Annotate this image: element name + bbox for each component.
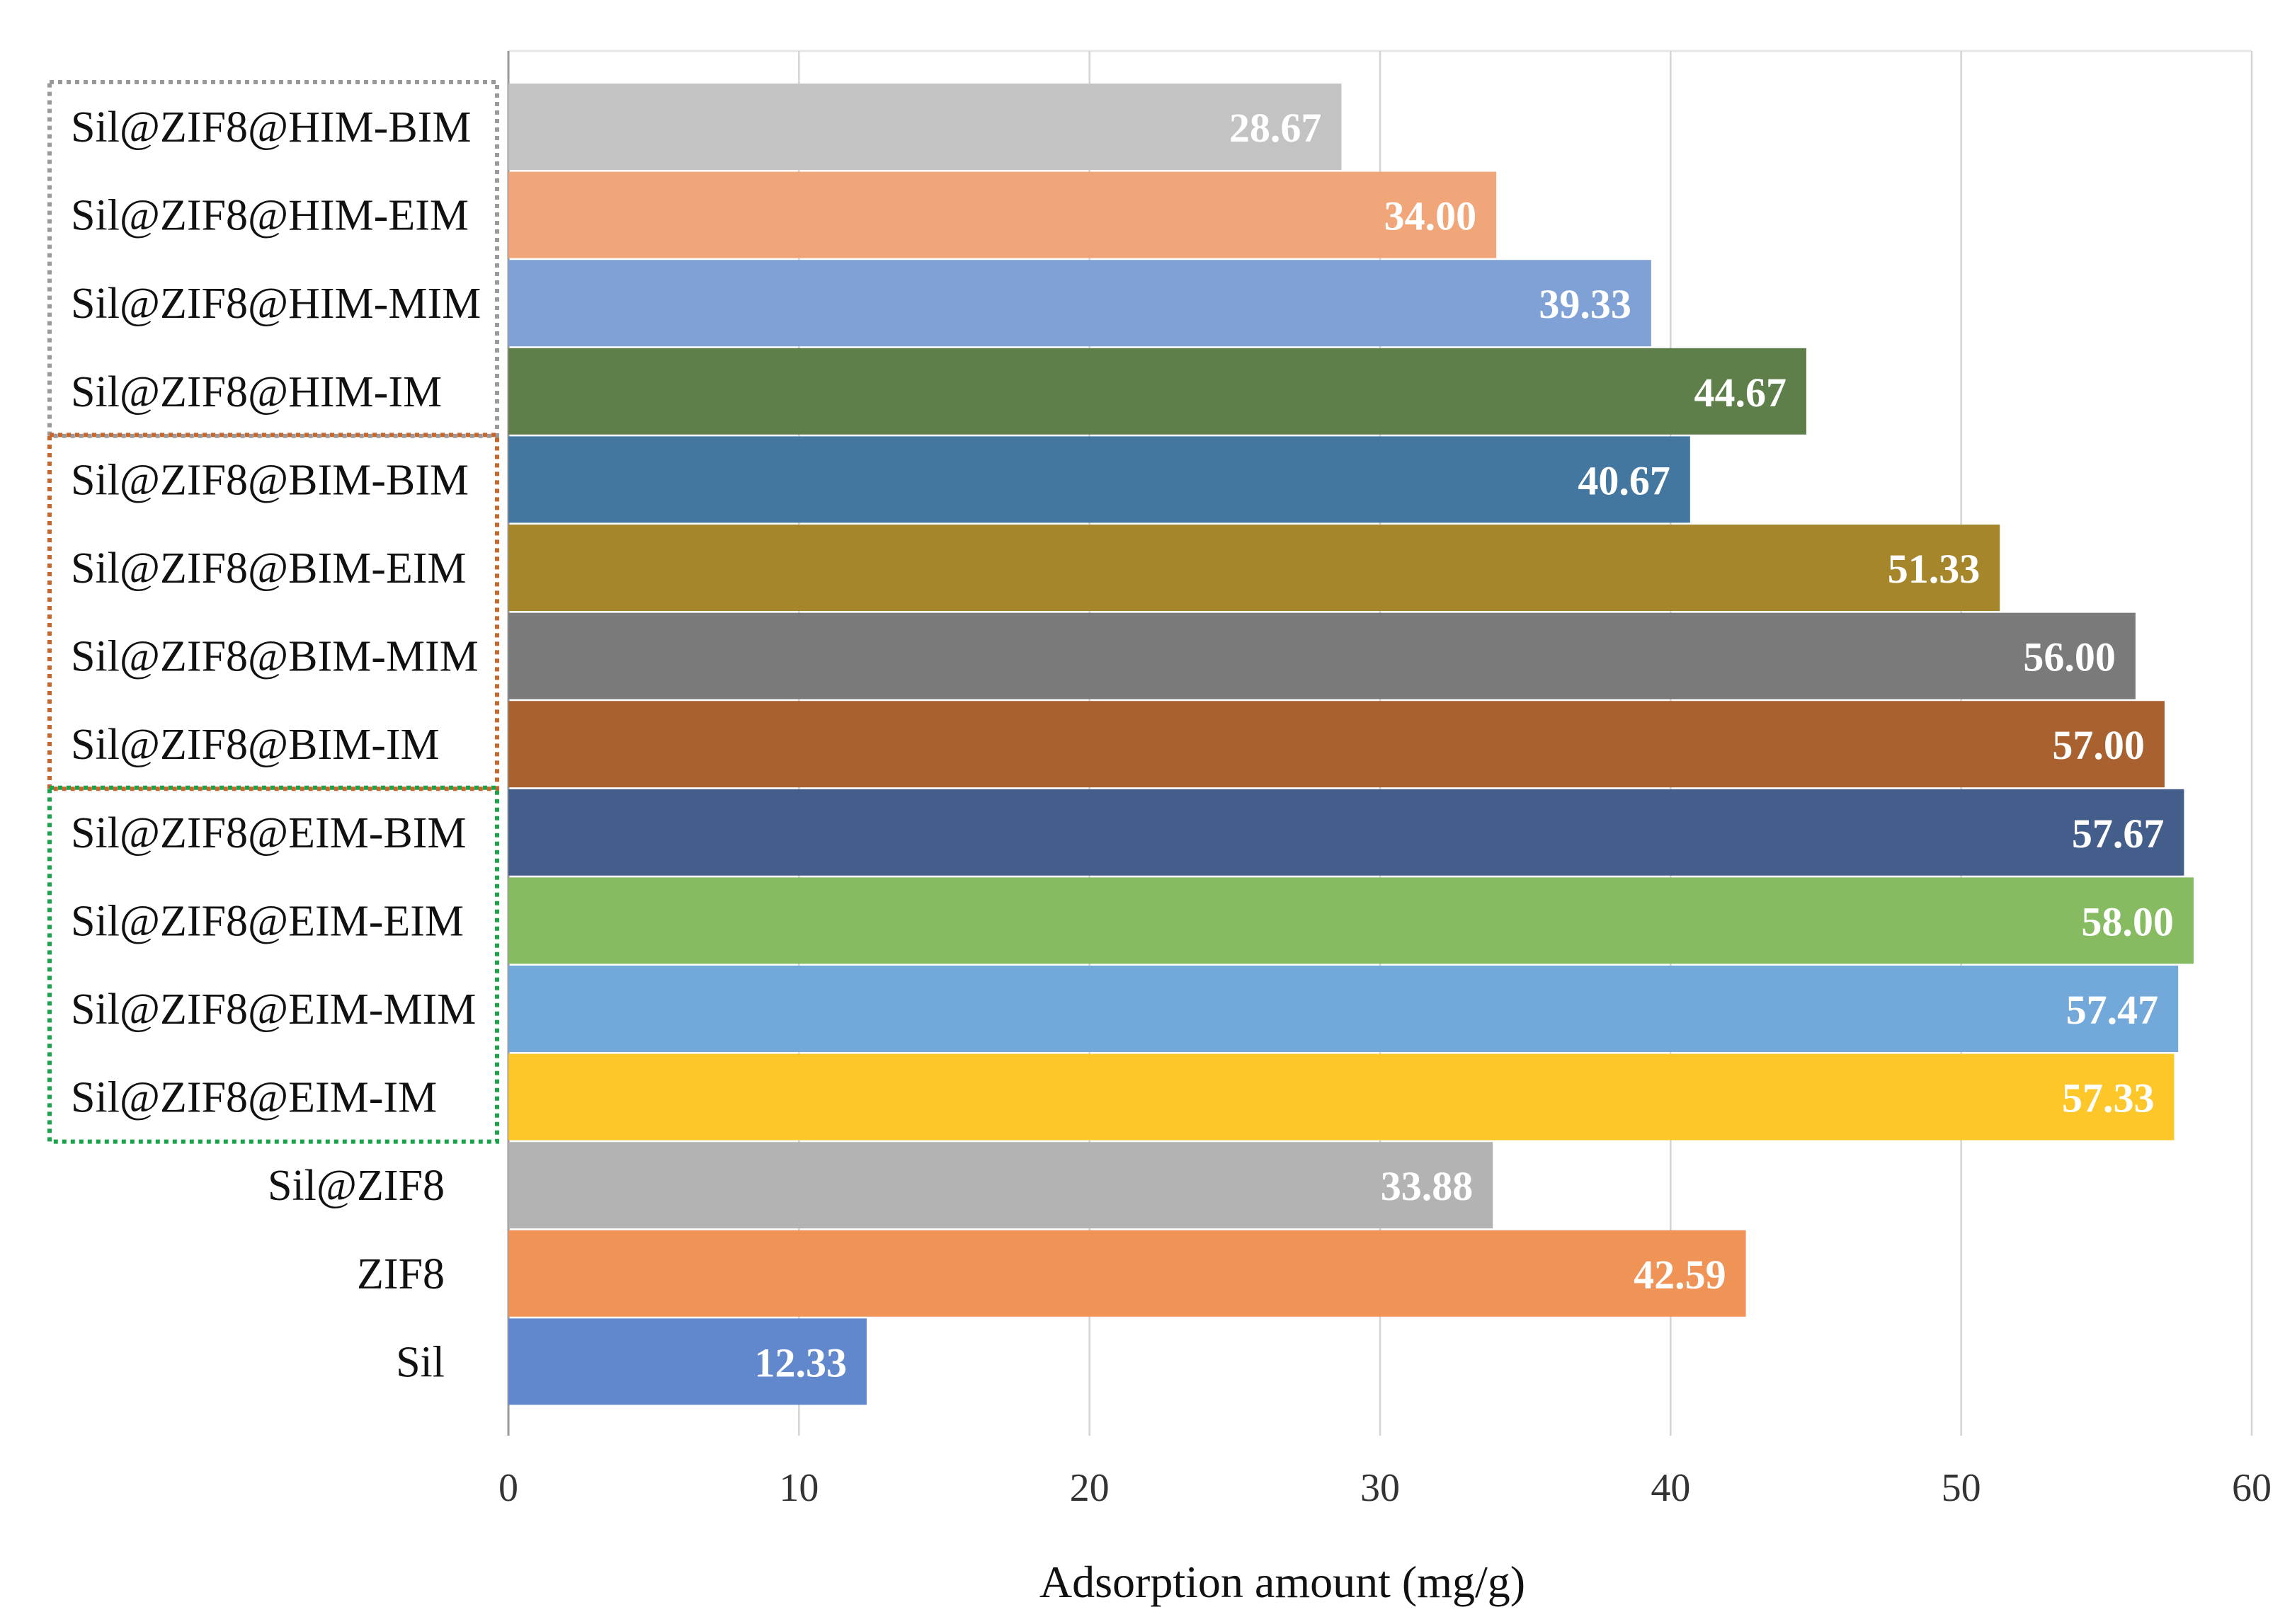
group-boxes	[47, 80, 499, 1144]
x-tick-label: 0	[498, 1466, 518, 1510]
x-tick-label: 60	[2232, 1466, 2272, 1510]
bar	[508, 877, 2194, 964]
bar	[508, 171, 1497, 258]
bar	[508, 966, 2179, 1052]
x-tick-label: 30	[1360, 1466, 1400, 1510]
category-label: Sil@ZIF8@HIM-IM	[71, 368, 442, 416]
data-label: 51.33	[1888, 546, 1981, 592]
data-label: 57.00	[2052, 722, 2145, 768]
x-tick-label: 50	[1942, 1466, 1981, 1510]
data-label: 34.00	[1384, 193, 1477, 239]
data-label: 58.00	[2081, 898, 2174, 944]
data-label: 57.67	[2072, 811, 2165, 857]
category-labels: Sil@ZIF8@HIM-BIM Sil@ZIF8@HIM-EIM Sil@ZIF8…	[71, 103, 481, 1386]
bar	[508, 1053, 2175, 1140]
category-label: Sil@ZIF8@HIM-EIM	[71, 192, 469, 240]
category-label: Sil@ZIF8@HIM-MIM	[71, 280, 481, 328]
data-label: 42.59	[1634, 1252, 1726, 1298]
bar	[508, 84, 1342, 170]
x-tick-label: 10	[779, 1466, 819, 1510]
data-labels: 28.67 34.00 39.33 44.67 40.67 51.33 56.00 57.00…	[754, 105, 2173, 1385]
bar	[508, 1230, 1746, 1317]
data-label: 57.47	[2066, 987, 2159, 1033]
bars	[508, 84, 2194, 1405]
data-label: 44.67	[1694, 370, 1787, 416]
category-label: Sil	[396, 1338, 445, 1386]
bar	[508, 1318, 867, 1405]
category-label: Sil@ZIF8@EIM-MIM	[71, 985, 476, 1034]
group-box	[47, 785, 499, 1144]
category-label: Sil@ZIF8@EIM-BIM	[71, 809, 467, 857]
bar	[508, 789, 2184, 876]
data-label: 12.33	[754, 1339, 847, 1385]
data-label: 56.00	[2023, 634, 2116, 680]
bar	[508, 525, 2000, 611]
category-label: Sil@ZIF8@BIM-EIM	[71, 544, 467, 593]
category-label: Sil@ZIF8@BIM-MIM	[71, 633, 479, 681]
category-label: Sil@ZIF8@BIM-BIM	[71, 456, 469, 504]
bar	[508, 1142, 1493, 1229]
data-label: 28.67	[1229, 105, 1322, 151]
x-axis-title: Adsorption amount (mg/g)	[1039, 1557, 1525, 1607]
data-label: 39.33	[1539, 281, 1631, 327]
x-tick-labels: 0 10 20 30 40 50 60	[498, 1466, 2272, 1510]
bar	[508, 436, 1690, 523]
category-label: Sil@ZIF8@EIM-EIM	[71, 897, 464, 945]
category-label: Sil@ZIF8@EIM-IM	[71, 1074, 437, 1122]
x-tick-label: 20	[1070, 1466, 1110, 1510]
data-label: 33.88	[1381, 1163, 1474, 1209]
bar	[508, 260, 1651, 347]
category-label: ZIF8	[357, 1250, 445, 1298]
bar	[508, 701, 2165, 788]
data-label: 57.33	[2062, 1075, 2155, 1121]
x-tick-label: 40	[1651, 1466, 1690, 1510]
bar	[508, 348, 1806, 435]
group-box	[47, 80, 499, 438]
data-label: 40.67	[1578, 457, 1670, 503]
category-label: Sil@ZIF8@HIM-BIM	[71, 103, 471, 151]
bar	[508, 612, 2136, 699]
category-label: Sil@ZIF8	[268, 1162, 445, 1210]
category-label: Sil@ZIF8@BIM-IM	[71, 721, 440, 769]
group-box	[47, 433, 499, 791]
